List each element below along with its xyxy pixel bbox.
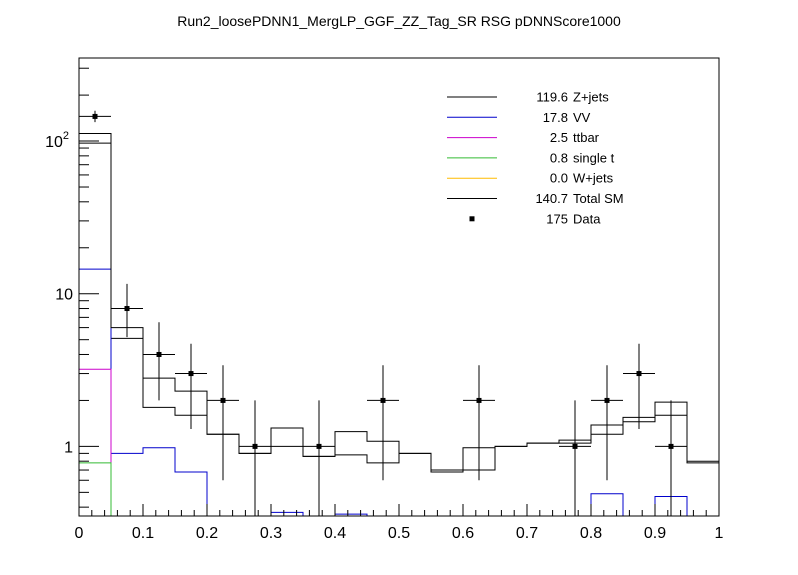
x-tick-label: 0.3	[260, 525, 282, 542]
legend-total: 0.8	[550, 150, 568, 165]
data-point	[175, 343, 207, 429]
axes: 0 0.1 0.2 0.3 0.4 0.5 0.6 0.7 0.8 0.9 1 1 10 102	[45, 67, 724, 542]
data-point	[303, 400, 335, 516]
legend-entry: 0.0 W+jets	[447, 171, 614, 186]
legend-label: Z+jets	[573, 90, 609, 105]
data-point	[143, 322, 175, 401]
legend-total: 17.8	[543, 110, 568, 125]
legend-entry: 2.5 ttbar	[447, 130, 600, 145]
legend-entry: 119.6 Z+jets	[447, 90, 609, 105]
legend-label: ttbar	[573, 130, 600, 145]
data-point	[559, 400, 591, 516]
legend-total: 140.7	[535, 191, 568, 206]
data-point	[623, 343, 655, 429]
legend-label: VV	[573, 110, 591, 125]
x-tick-label: 0.4	[324, 525, 346, 542]
y-tick-label: 1	[64, 439, 73, 456]
hist-vv	[79, 268, 719, 517]
data-point	[655, 400, 687, 516]
legend-entry: 175 Data	[469, 211, 601, 226]
legend-label: Data	[573, 211, 601, 226]
data-point	[79, 110, 111, 123]
data-points-layer	[79, 110, 687, 516]
x-tick-label: 0.6	[452, 525, 474, 542]
y-tick-label: 102	[45, 130, 69, 151]
legend-total: 119.6	[536, 90, 568, 105]
x-tick-label: 1	[715, 525, 724, 542]
legend-label: single t	[573, 150, 615, 165]
x-tick-label: 0.5	[388, 525, 410, 542]
data-point	[463, 365, 495, 481]
x-tick-label: 0.2	[196, 525, 218, 542]
legend-total: 0.0	[550, 171, 568, 186]
data-point	[207, 365, 239, 481]
chart-title: Run2_loosePDNN1_MergLP_GGF_ZZ_Tag_SR RSG…	[177, 13, 621, 29]
data-point	[591, 365, 623, 481]
x-tick-label: 0	[75, 525, 84, 542]
legend-total: 175	[546, 211, 568, 226]
legend-entry: 140.7 Total SM	[447, 191, 624, 206]
x-tick-label: 0.1	[132, 525, 154, 542]
y-tick-label: 10	[55, 287, 73, 304]
legend-entry: 17.8 VV	[447, 110, 591, 125]
data-point	[239, 400, 271, 516]
data-point	[111, 283, 143, 338]
legend-total: 2.5	[550, 130, 568, 145]
hist-total-sm	[79, 133, 719, 471]
legend-label: W+jets	[573, 171, 614, 186]
hist-z-jets	[79, 142, 719, 473]
x-tick-label: 0.8	[580, 525, 602, 542]
legend-entry: 0.8 single t	[447, 150, 615, 165]
legend: 119.6 Z+jets 17.8 VV 2.5 ttbar 0.8 single t 0.0 W…	[447, 90, 624, 226]
legend-label: Total SM	[573, 191, 624, 206]
data-point	[367, 365, 399, 481]
x-tick-label: 0.7	[516, 525, 538, 542]
x-tick-label: 0.9	[644, 525, 666, 542]
